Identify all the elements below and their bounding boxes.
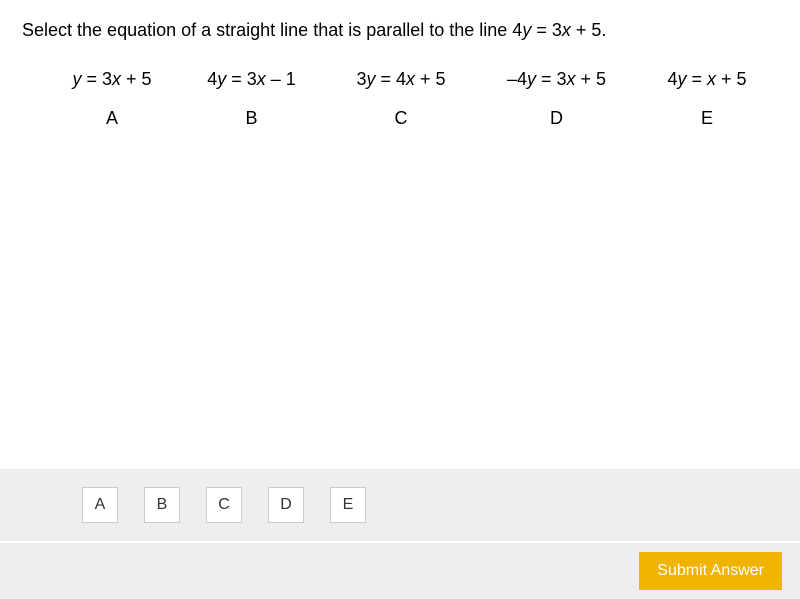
option-ycoef: –4 <box>507 69 527 89</box>
question-text: Select the equation of a straight line t… <box>22 18 778 43</box>
option-e-letter: E <box>648 108 766 129</box>
option-eq: = 3 <box>226 69 257 89</box>
option-ycoef: 4 <box>207 69 217 89</box>
option-x: x <box>707 69 716 89</box>
answer-button-e[interactable]: E <box>330 487 366 523</box>
option-y: y <box>217 69 226 89</box>
options-row: y = 3x + 5 4y = 3x – 1 3y = 4x + 5 –4y =… <box>0 43 800 90</box>
option-d-letter: D <box>492 108 622 129</box>
option-x: x <box>567 69 576 89</box>
question-area: Select the equation of a straight line t… <box>0 0 800 43</box>
option-tail: + 5 <box>716 69 747 89</box>
option-ycoef: 3 <box>356 69 366 89</box>
option-x: x <box>257 69 266 89</box>
option-x: x <box>112 69 121 89</box>
option-x: x <box>406 69 415 89</box>
submit-button[interactable]: Submit Answer <box>639 552 782 590</box>
option-eq: = 3 <box>81 69 112 89</box>
option-tail: + 5 <box>576 69 607 89</box>
option-b-letter: B <box>193 108 311 129</box>
option-ycoef: 4 <box>667 69 677 89</box>
answer-strip: A B C D E <box>0 469 800 541</box>
question-x: x <box>562 20 571 40</box>
option-a-letter: A <box>58 108 166 129</box>
answer-button-c[interactable]: C <box>206 487 242 523</box>
option-tail: – 1 <box>266 69 296 89</box>
option-c-equation: 3y = 4x + 5 <box>337 69 465 90</box>
option-tail: + 5 <box>415 69 446 89</box>
option-y: y <box>527 69 536 89</box>
answer-button-a[interactable]: A <box>82 487 118 523</box>
page: Select the equation of a straight line t… <box>0 0 800 599</box>
option-e-equation: 4y = x + 5 <box>648 69 766 90</box>
answer-button-d[interactable]: D <box>268 487 304 523</box>
question-prefix: Select the equation of a straight line t… <box>22 20 522 40</box>
question-suffix: + 5. <box>571 20 607 40</box>
option-b-equation: 4y = 3x – 1 <box>193 69 311 90</box>
question-y: y <box>522 20 531 40</box>
option-eq: = 3 <box>536 69 567 89</box>
question-mid: = 3 <box>531 20 562 40</box>
option-d-equation: –4y = 3x + 5 <box>492 69 622 90</box>
option-eq: = 4 <box>375 69 406 89</box>
option-tail: + 5 <box>121 69 152 89</box>
option-c-letter: C <box>337 108 465 129</box>
option-a-equation: y = 3x + 5 <box>58 69 166 90</box>
letters-row: A B C D E <box>0 90 800 129</box>
option-eq: = <box>686 69 707 89</box>
answer-button-b[interactable]: B <box>144 487 180 523</box>
spacer <box>0 129 800 469</box>
submit-strip: Submit Answer <box>0 541 800 599</box>
